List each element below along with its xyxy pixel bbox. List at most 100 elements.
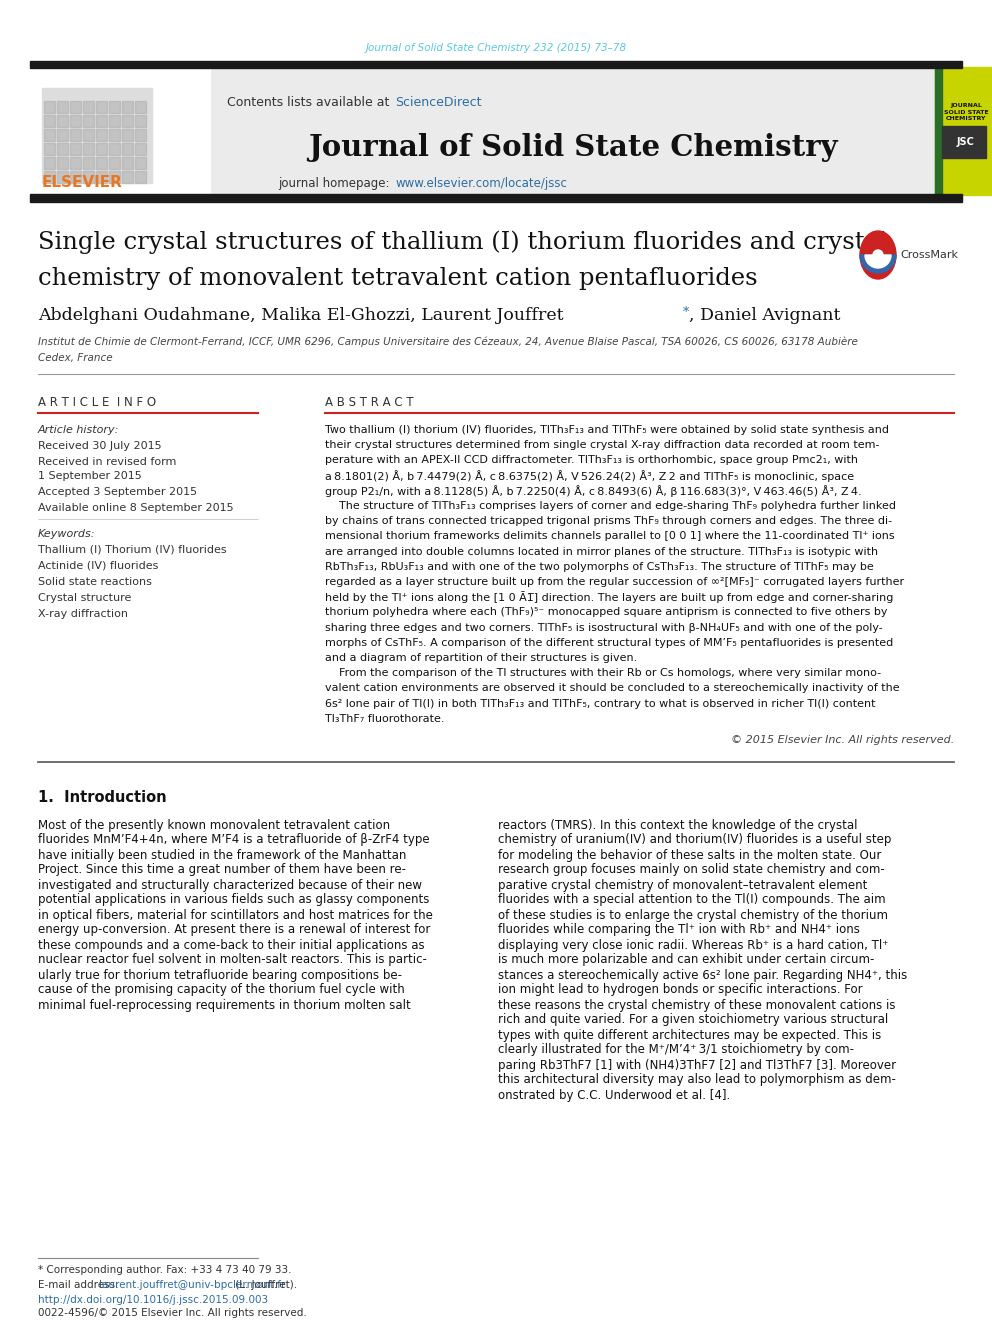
Wedge shape <box>860 255 896 273</box>
Text: Crystal structure: Crystal structure <box>38 593 131 603</box>
Bar <box>70 130 81 142</box>
Text: www.elsevier.com/locate/jssc: www.elsevier.com/locate/jssc <box>395 176 566 189</box>
Text: Solid state reactions: Solid state reactions <box>38 577 152 587</box>
Text: Contents lists available at: Contents lists available at <box>226 97 393 110</box>
Bar <box>57 143 68 155</box>
Bar <box>44 115 55 127</box>
Ellipse shape <box>860 232 896 279</box>
Bar <box>44 130 55 142</box>
Text: displaying very close ionic radii. Whereas Rb⁺ is a hard cation, Tl⁺: displaying very close ionic radii. Where… <box>498 938 889 951</box>
Text: chemistry of monovalent tetravalent cation pentafluorides: chemistry of monovalent tetravalent cati… <box>38 266 758 290</box>
Bar <box>96 101 107 112</box>
Text: CrossMark: CrossMark <box>900 250 958 261</box>
Text: of these studies is to enlarge the crystal chemistry of the thorium: of these studies is to enlarge the cryst… <box>498 909 888 922</box>
Wedge shape <box>865 255 891 269</box>
Text: parative crystal chemistry of monovalent–tetravalent element: parative crystal chemistry of monovalent… <box>498 878 867 892</box>
Text: JOURNAL
SOLID STATE
CHEMISTRY: JOURNAL SOLID STATE CHEMISTRY <box>943 103 988 122</box>
Bar <box>109 157 120 169</box>
Text: reactors (TMRS). In this context the knowledge of the crystal: reactors (TMRS). In this context the kno… <box>498 819 857 831</box>
Text: JSC: JSC <box>957 138 975 147</box>
Text: is much more polarizable and can exhibit under certain circum-: is much more polarizable and can exhibit… <box>498 954 874 967</box>
Bar <box>135 157 146 169</box>
Bar <box>44 143 55 155</box>
Text: chemistry of uranium(IV) and thorium(IV) fluorides is a useful step: chemistry of uranium(IV) and thorium(IV)… <box>498 833 892 847</box>
Bar <box>70 143 81 155</box>
Text: ion might lead to hydrogen bonds or specific interactions. For: ion might lead to hydrogen bonds or spec… <box>498 983 863 996</box>
Bar <box>122 143 133 155</box>
Text: Journal of Solid State Chemistry: Journal of Solid State Chemistry <box>309 132 838 161</box>
Text: are arranged into double columns located in mirror planes of the structure. TlTh: are arranged into double columns located… <box>325 546 878 557</box>
Text: , Daniel Avignant: , Daniel Avignant <box>689 307 840 324</box>
Text: held by the Tl⁺ ions along the [1 0 Ā1̅] direction. The layers are built up from: held by the Tl⁺ ions along the [1 0 Ā1̅]… <box>325 591 894 603</box>
Text: types with quite different architectures may be expected. This is: types with quite different architectures… <box>498 1028 881 1041</box>
Bar <box>44 157 55 169</box>
Text: E-mail address:: E-mail address: <box>38 1279 122 1290</box>
Text: Actinide (IV) fluorides: Actinide (IV) fluorides <box>38 561 159 572</box>
Bar <box>57 171 68 183</box>
Text: fluorides while comparing the Tl⁺ ion with Rb⁺ and NH4⁺ ions: fluorides while comparing the Tl⁺ ion wi… <box>498 923 860 937</box>
Bar <box>942 126 986 157</box>
Text: Project. Since this time a great number of them have been re-: Project. Since this time a great number … <box>38 864 406 877</box>
Bar <box>83 115 94 127</box>
Text: rich and quite varied. For a given stoichiometry various structural: rich and quite varied. For a given stoic… <box>498 1013 888 1027</box>
Text: perature with an APEX-II CCD diffractometer. TlTh₃F₁₃ is orthorhombic, space gro: perature with an APEX-II CCD diffractome… <box>325 455 858 466</box>
Text: fluorides with a special attention to the Tl(I) compounds. The aim: fluorides with a special attention to th… <box>498 893 886 906</box>
Bar <box>57 115 68 127</box>
Bar <box>83 130 94 142</box>
Text: *: * <box>683 306 689 319</box>
Bar <box>135 143 146 155</box>
Bar <box>57 130 68 142</box>
Bar <box>57 101 68 112</box>
Text: ScienceDirect: ScienceDirect <box>395 97 481 110</box>
Bar <box>44 171 55 183</box>
Bar <box>135 171 146 183</box>
Bar <box>70 115 81 127</box>
Text: Article history:: Article history: <box>38 425 119 435</box>
Text: nuclear reactor fuel solvent in molten-salt reactors. This is partic-: nuclear reactor fuel solvent in molten-s… <box>38 954 427 967</box>
Text: this architectural diversity may also lead to polymorphism as dem-: this architectural diversity may also le… <box>498 1073 896 1086</box>
Bar <box>109 171 120 183</box>
Bar <box>30 61 962 67</box>
Text: sharing three edges and two corners. TlThF₅ is isostructural with β-NH₄UF₅ and w: sharing three edges and two corners. TlT… <box>325 623 883 632</box>
Bar <box>122 115 133 127</box>
Bar <box>210 67 935 194</box>
Bar <box>135 101 146 112</box>
Bar <box>109 115 120 127</box>
Text: these reasons the crystal chemistry of these monovalent cations is: these reasons the crystal chemistry of t… <box>498 999 896 1012</box>
Text: Most of the presently known monovalent tetravalent cation: Most of the presently known monovalent t… <box>38 819 390 831</box>
Bar <box>83 101 94 112</box>
Text: have initially been studied in the framework of the Manhattan: have initially been studied in the frame… <box>38 848 407 861</box>
Text: for modeling the behavior of these salts in the molten state. Our: for modeling the behavior of these salts… <box>498 848 881 861</box>
Text: cause of the promising capacity of the thorium fuel cycle with: cause of the promising capacity of the t… <box>38 983 405 996</box>
Text: Two thallium (I) thorium (IV) fluorides, TlTh₃F₁₃ and TlThF₅ were obtained by so: Two thallium (I) thorium (IV) fluorides,… <box>325 425 889 435</box>
Text: 6s² lone pair of Tl(I) in both TlTh₃F₁₃ and TlThF₅, contrary to what is observed: 6s² lone pair of Tl(I) in both TlTh₃F₁₃ … <box>325 699 876 709</box>
Bar <box>70 101 81 112</box>
Text: minimal fuel-reprocessing requirements in thorium molten salt: minimal fuel-reprocessing requirements i… <box>38 999 411 1012</box>
Text: their crystal structures determined from single crystal X-ray diffraction data r: their crystal structures determined from… <box>325 441 880 450</box>
Text: journal homepage:: journal homepage: <box>278 176 393 189</box>
Text: a 8.1801(2) Å, b 7.4479(2) Å, c 8.6375(2) Å, V 526.24(2) Å³, Z 2 and TlThF₅ is m: a 8.1801(2) Å, b 7.4479(2) Å, c 8.6375(2… <box>325 470 854 482</box>
Text: A R T I C L E  I N F O: A R T I C L E I N F O <box>38 397 156 410</box>
Bar <box>44 101 55 112</box>
Bar <box>122 130 133 142</box>
Text: paring Rb3ThF7 [1] with (NH4)3ThF7 [2] and Tl3ThF7 [3]. Moreover: paring Rb3ThF7 [1] with (NH4)3ThF7 [2] a… <box>498 1058 896 1072</box>
Text: laurent.jouffret@univ-bpclermont.fr: laurent.jouffret@univ-bpclermont.fr <box>99 1279 285 1290</box>
Text: Abdelghani Oudahmane, Malika El-Ghozzi, Laurent Jouffret: Abdelghani Oudahmane, Malika El-Ghozzi, … <box>38 307 563 324</box>
Bar <box>70 171 81 183</box>
Text: ularly true for thorium tetrafluoride bearing compositions be-: ularly true for thorium tetrafluoride be… <box>38 968 402 982</box>
Text: clearly illustrated for the M⁺/M’4⁺ 3/1 stoichiometry by com-: clearly illustrated for the M⁺/M’4⁺ 3/1 … <box>498 1044 854 1057</box>
Text: thorium polyhedra where each (ThF₉)⁵⁻ monocapped square antiprism is connected t: thorium polyhedra where each (ThF₉)⁵⁻ mo… <box>325 607 888 618</box>
Text: morphs of CsThF₅. A comparison of the different structural types of MM’F₅ pentaf: morphs of CsThF₅. A comparison of the di… <box>325 638 893 648</box>
Text: mensional thorium frameworks delimits channels parallel to [0 0 1] where the 11-: mensional thorium frameworks delimits ch… <box>325 532 895 541</box>
Ellipse shape <box>873 250 883 261</box>
Text: Thallium (I) Thorium (IV) fluorides: Thallium (I) Thorium (IV) fluorides <box>38 545 226 556</box>
Bar <box>83 143 94 155</box>
Text: Institut de Chimie de Clermont-Ferrand, ICCF, UMR 6296, Campus Universitaire des: Institut de Chimie de Clermont-Ferrand, … <box>38 337 858 347</box>
Text: potential applications in various fields such as glassy components: potential applications in various fields… <box>38 893 430 906</box>
Bar <box>30 67 210 194</box>
Bar <box>122 101 133 112</box>
Text: these compounds and a come-back to their initial applications as: these compounds and a come-back to their… <box>38 938 425 951</box>
Bar <box>83 171 94 183</box>
Text: research group focuses mainly on solid state chemistry and com-: research group focuses mainly on solid s… <box>498 864 885 877</box>
Bar <box>70 157 81 169</box>
